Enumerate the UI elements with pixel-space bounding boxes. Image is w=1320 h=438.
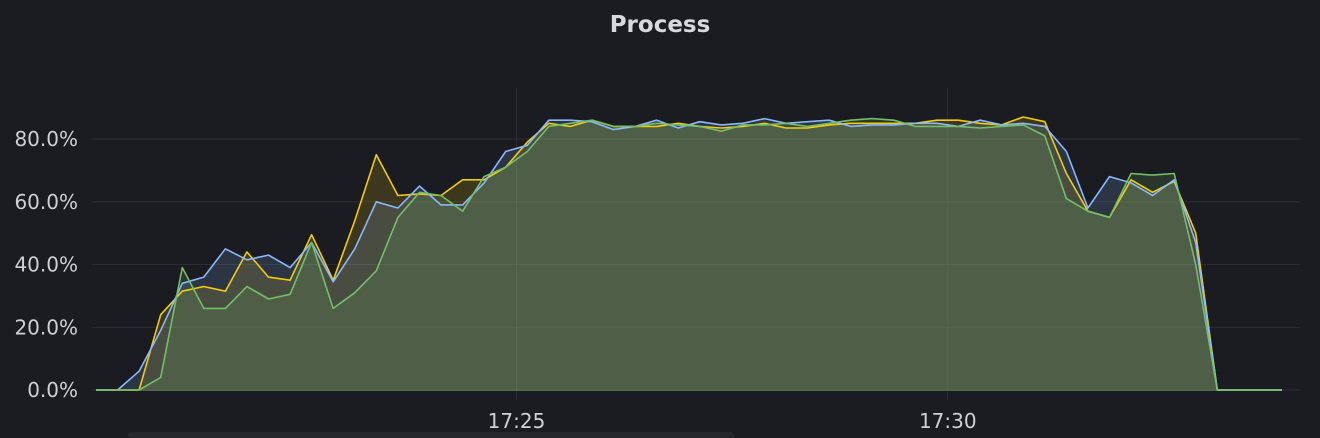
area-layer <box>96 117 1282 391</box>
series-1-area <box>96 118 1282 391</box>
series-2-area <box>96 118 1282 391</box>
y-tick-label: 80.0% <box>14 127 78 151</box>
x-tick-label: 17:30 <box>919 409 977 433</box>
y-tick-label: 20.0% <box>14 315 78 339</box>
x-tick-label: 17:25 <box>488 409 546 433</box>
horizontal-scrollbar[interactable] <box>128 432 734 438</box>
x-axis: 17:25 17:30 <box>488 409 977 433</box>
y-tick-label: 40.0% <box>14 253 78 277</box>
line-layer <box>96 116 1282 391</box>
y-tick-label: 0.0% <box>27 378 78 402</box>
series-2-line[interactable] <box>96 117 1282 391</box>
y-axis: 0.0% 20.0% 40.0% 60.0% 80.0% <box>14 127 78 402</box>
y-tick-label: 60.0% <box>14 190 78 214</box>
panel-title[interactable]: Process <box>609 12 711 38</box>
